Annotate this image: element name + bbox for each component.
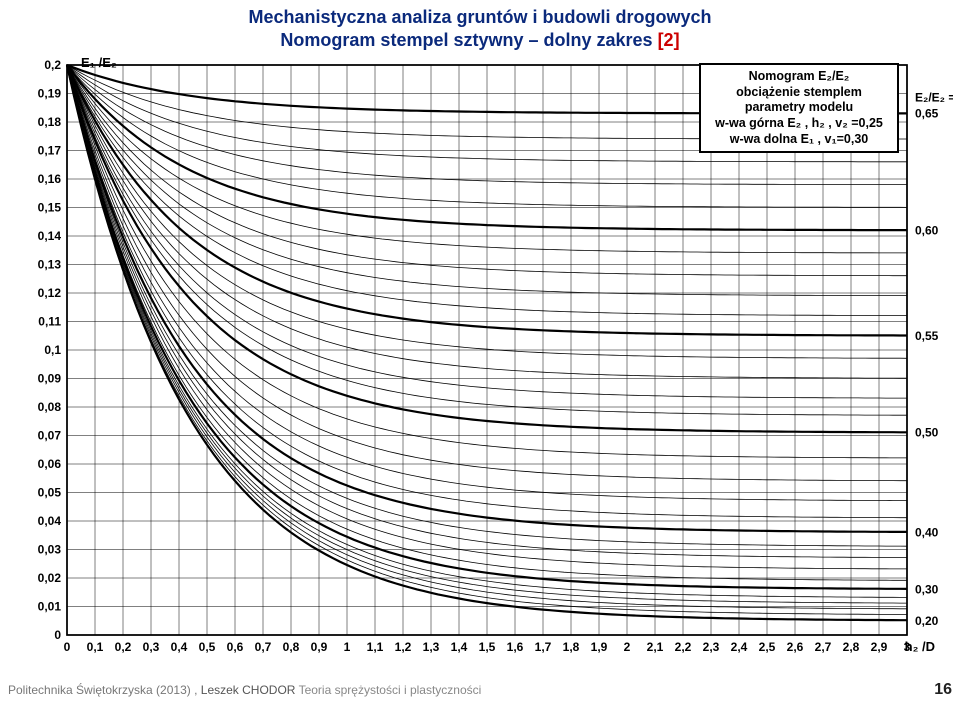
svg-text:2,8: 2,8 <box>843 640 860 654</box>
svg-text:0,9: 0,9 <box>311 640 328 654</box>
svg-text:0,17: 0,17 <box>38 144 62 158</box>
svg-text:h₂ /D: h₂ /D <box>905 639 935 654</box>
svg-text:2,1: 2,1 <box>647 640 664 654</box>
svg-text:0,55: 0,55 <box>915 329 939 343</box>
nomogram-chart: 0,20,190,180,170,160,150,140,130,120,110… <box>7 55 953 675</box>
svg-text:0,20: 0,20 <box>915 614 939 628</box>
svg-text:0,04: 0,04 <box>38 514 62 528</box>
svg-text:0,05: 0,05 <box>38 486 62 500</box>
svg-text:1,8: 1,8 <box>563 640 580 654</box>
legend-line: obciążenie stemplem <box>707 85 891 101</box>
legend-line: w-wa górna E₂ , h₂ , v₂ =0,25 <box>707 116 891 132</box>
svg-text:0: 0 <box>54 628 61 642</box>
svg-text:E₁ /E₂: E₁ /E₂ <box>81 55 117 70</box>
svg-text:0,01: 0,01 <box>38 600 62 614</box>
svg-text:0,14: 0,14 <box>38 229 62 243</box>
svg-text:0,11: 0,11 <box>38 315 61 329</box>
svg-text:2,9: 2,9 <box>871 640 888 654</box>
svg-text:0,40: 0,40 <box>915 525 939 539</box>
title-line-2: Nomogram stempel sztywny – dolny zakres … <box>6 29 954 52</box>
svg-text:1,9: 1,9 <box>591 640 608 654</box>
page-footer: Politechnika Świętokrzyska (2013) , Lesz… <box>6 675 954 699</box>
svg-text:1,7: 1,7 <box>535 640 552 654</box>
svg-text:0,18: 0,18 <box>38 115 62 129</box>
svg-text:1,1: 1,1 <box>367 640 384 654</box>
svg-text:0,7: 0,7 <box>255 640 272 654</box>
svg-text:0,08: 0,08 <box>38 400 62 414</box>
svg-text:0,13: 0,13 <box>38 258 62 272</box>
svg-text:1,4: 1,4 <box>451 640 468 654</box>
svg-text:0,6: 0,6 <box>227 640 244 654</box>
svg-text:2,6: 2,6 <box>787 640 804 654</box>
svg-text:2: 2 <box>624 640 631 654</box>
svg-text:0,1: 0,1 <box>44 343 61 357</box>
svg-text:1,5: 1,5 <box>479 640 496 654</box>
svg-text:0,5: 0,5 <box>199 640 216 654</box>
svg-text:0,60: 0,60 <box>915 223 939 237</box>
legend-line: parametry modelu <box>707 100 891 116</box>
svg-text:0,50: 0,50 <box>915 426 939 440</box>
chart-legend-box: Nomogram E₂/E₂obciążenie stemplemparamet… <box>699 63 899 153</box>
legend-line: w-wa dolna E₁ , v₁=0,30 <box>707 132 891 148</box>
title-line-2-text: Nomogram stempel sztywny – dolny zakres <box>280 30 652 50</box>
svg-text:0,19: 0,19 <box>38 87 62 101</box>
svg-text:0,09: 0,09 <box>38 372 62 386</box>
svg-text:0,03: 0,03 <box>38 543 62 557</box>
svg-text:0,8: 0,8 <box>283 640 300 654</box>
svg-text:0,15: 0,15 <box>38 201 62 215</box>
svg-text:2,7: 2,7 <box>815 640 832 654</box>
svg-text:1,2: 1,2 <box>395 640 412 654</box>
svg-text:0,07: 0,07 <box>38 429 62 443</box>
footer-page-number: 16 <box>934 681 952 699</box>
svg-text:2,3: 2,3 <box>703 640 720 654</box>
svg-text:1,6: 1,6 <box>507 640 524 654</box>
svg-text:0,30: 0,30 <box>915 582 939 596</box>
footer-author: Leszek CHODOR <box>201 683 296 697</box>
svg-text:0,12: 0,12 <box>38 286 62 300</box>
svg-text:1,3: 1,3 <box>423 640 440 654</box>
svg-text:2,5: 2,5 <box>759 640 776 654</box>
svg-text:0,06: 0,06 <box>38 457 62 471</box>
footer-subject: Teoria sprężystości i plastyczności <box>299 683 482 697</box>
svg-text:2,2: 2,2 <box>675 640 692 654</box>
svg-text:0,1: 0,1 <box>87 640 104 654</box>
title-line-1: Mechanistyczna analiza gruntów i budowli… <box>6 6 954 29</box>
svg-text:0,16: 0,16 <box>38 172 62 186</box>
svg-text:0,2: 0,2 <box>44 58 61 72</box>
footer-institution: Politechnika Świętokrzyska (2013) , <box>8 683 197 697</box>
svg-text:0,3: 0,3 <box>143 640 160 654</box>
svg-text:0: 0 <box>64 640 71 654</box>
svg-text:0,02: 0,02 <box>38 571 62 585</box>
legend-line: Nomogram E₂/E₂ <box>707 69 891 85</box>
svg-text:0,65: 0,65 <box>915 106 939 120</box>
svg-text:2,4: 2,4 <box>731 640 748 654</box>
title-ref: [2] <box>658 30 680 50</box>
footer-left: Politechnika Świętokrzyska (2013) , Lesz… <box>8 683 481 697</box>
svg-text:0,4: 0,4 <box>171 640 188 654</box>
svg-text:1: 1 <box>344 640 351 654</box>
page-title-block: Mechanistyczna analiza gruntów i budowli… <box>6 6 954 51</box>
svg-text:E₂/E₂ =0,65: E₂/E₂ =0,65 <box>915 90 953 104</box>
svg-text:0,2: 0,2 <box>115 640 132 654</box>
